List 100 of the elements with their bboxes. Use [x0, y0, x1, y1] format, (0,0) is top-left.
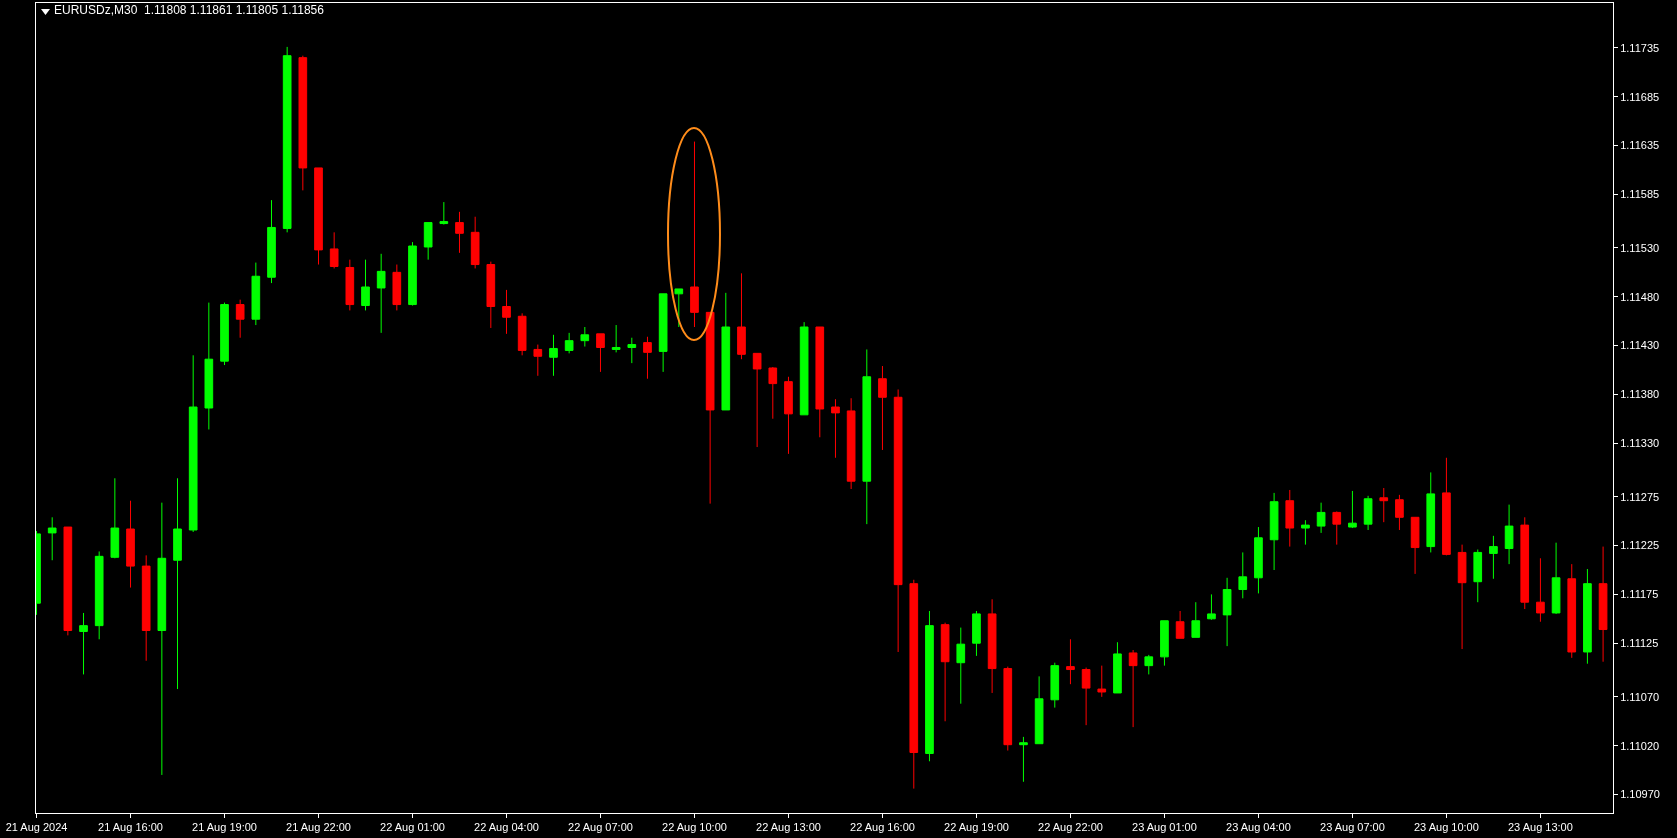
candlestick	[439, 201, 449, 226]
candlestick	[1019, 736, 1028, 783]
chart-title: EURUSDz,M30 1.11808 1.11861 1.11805 1.11856	[54, 3, 325, 18]
candlestick	[1348, 490, 1357, 528]
x-tick-label: 23 Aug 04:00	[1226, 821, 1291, 834]
x-tick-label: 23 Aug 01:00	[1132, 821, 1197, 834]
candlestick	[455, 211, 464, 254]
y-tick-label: 1.11275	[1620, 490, 1660, 503]
candlestick	[345, 259, 355, 311]
candlestick	[1551, 542, 1561, 615]
x-tick-label: 23 Aug 07:00	[1320, 821, 1385, 834]
candlestick	[47, 516, 57, 561]
candlestick	[784, 376, 793, 455]
candlestick	[1536, 557, 1545, 623]
candlestick	[831, 398, 840, 459]
candlestick	[1285, 489, 1295, 548]
candlestick	[1238, 551, 1248, 599]
candlestick	[1489, 535, 1498, 580]
candlestick	[1504, 504, 1514, 565]
candlestick	[376, 253, 386, 334]
candlestick	[392, 264, 402, 311]
candlestick	[126, 500, 135, 589]
y-tick-label: 1.11225	[1620, 539, 1660, 552]
candlestick	[1567, 563, 1577, 659]
x-tick-label: 22 Aug 04:00	[474, 821, 539, 834]
candlestick	[1081, 667, 1091, 726]
y-tick-label: 1.11020	[1620, 739, 1660, 752]
candlestick	[627, 337, 637, 364]
candlestick	[1254, 526, 1263, 594]
candlestick	[909, 579, 919, 790]
candlestick	[705, 311, 715, 505]
y-tick-label: 1.11125	[1620, 637, 1659, 650]
y-tick-label: 1.11685	[1620, 90, 1660, 103]
x-tick-label: 22 Aug 07:00	[568, 821, 633, 834]
candlestick	[893, 388, 903, 653]
candlestick	[596, 333, 605, 373]
x-tick-label: 22 Aug 16:00	[850, 821, 915, 834]
candlestick	[1316, 502, 1326, 534]
y-tick-label: 1.11585	[1620, 188, 1660, 201]
x-tick-label: 22 Aug 10:00	[662, 821, 727, 834]
candlestick	[549, 334, 558, 377]
candlestick	[987, 598, 997, 694]
x-tick-label: 22 Aug 22:00	[1038, 821, 1103, 834]
y-tick-label: 1.11070	[1620, 690, 1660, 703]
candlestick	[956, 627, 966, 705]
candlestick	[580, 326, 590, 348]
x-tick-label: 22 Aug 01:00	[380, 821, 445, 834]
candlestick	[815, 326, 825, 438]
candlestick	[1175, 610, 1185, 639]
candlestick	[1426, 471, 1436, 553]
y-tick-label: 1.10970	[1620, 788, 1660, 801]
candlestick	[1332, 510, 1342, 546]
candlestick	[1207, 593, 1216, 621]
candlestick	[408, 241, 417, 307]
candlestick	[1269, 492, 1279, 571]
candlestick	[141, 554, 151, 662]
candlestick	[658, 293, 668, 373]
candlestick	[251, 262, 261, 326]
candlestick	[1003, 666, 1013, 752]
candlestick	[925, 610, 934, 762]
y-tick-label: 1.11530	[1620, 241, 1660, 254]
candlestick	[721, 292, 731, 411]
y-tick-label: 1.11380	[1620, 388, 1660, 401]
x-tick-label: 22 Aug 19:00	[944, 821, 1009, 834]
candlestick	[423, 222, 433, 261]
candlestick	[643, 336, 652, 380]
candlestick	[690, 141, 699, 328]
candlestick	[972, 610, 981, 657]
candlestick	[1191, 601, 1201, 638]
candlestick	[564, 332, 574, 354]
candlestick	[768, 366, 778, 420]
candlestick	[611, 324, 621, 353]
candlestick	[1097, 665, 1107, 698]
candlestick	[220, 302, 229, 366]
y-tick-label: 1.11175	[1620, 588, 1659, 601]
candlestick	[1457, 544, 1467, 650]
candlestick	[1520, 516, 1530, 610]
candlestick	[1442, 457, 1451, 556]
candlestick	[1222, 577, 1232, 647]
candlestick	[1128, 649, 1138, 728]
candlestick	[486, 261, 496, 329]
candlestick	[1410, 516, 1420, 575]
y-tick-label: 1.11635	[1620, 139, 1660, 152]
candlestick	[533, 344, 543, 377]
candlestick	[1395, 494, 1404, 531]
candlestick	[1598, 546, 1608, 663]
candlestick	[1473, 549, 1483, 603]
candlestick	[188, 354, 198, 533]
candlestick	[846, 397, 856, 490]
x-tick-label: 22 Aug 13:00	[756, 821, 821, 834]
candlestick	[267, 199, 276, 284]
candlestick	[940, 622, 950, 722]
candlestick	[1363, 495, 1373, 531]
candlestick	[1050, 662, 1060, 709]
candlestick	[204, 302, 214, 430]
candlestick	[1160, 620, 1169, 667]
y-tick-label: 1.11480	[1620, 290, 1660, 303]
candlestick	[862, 348, 872, 525]
candlestick	[674, 288, 684, 328]
candlestick	[1034, 675, 1044, 745]
